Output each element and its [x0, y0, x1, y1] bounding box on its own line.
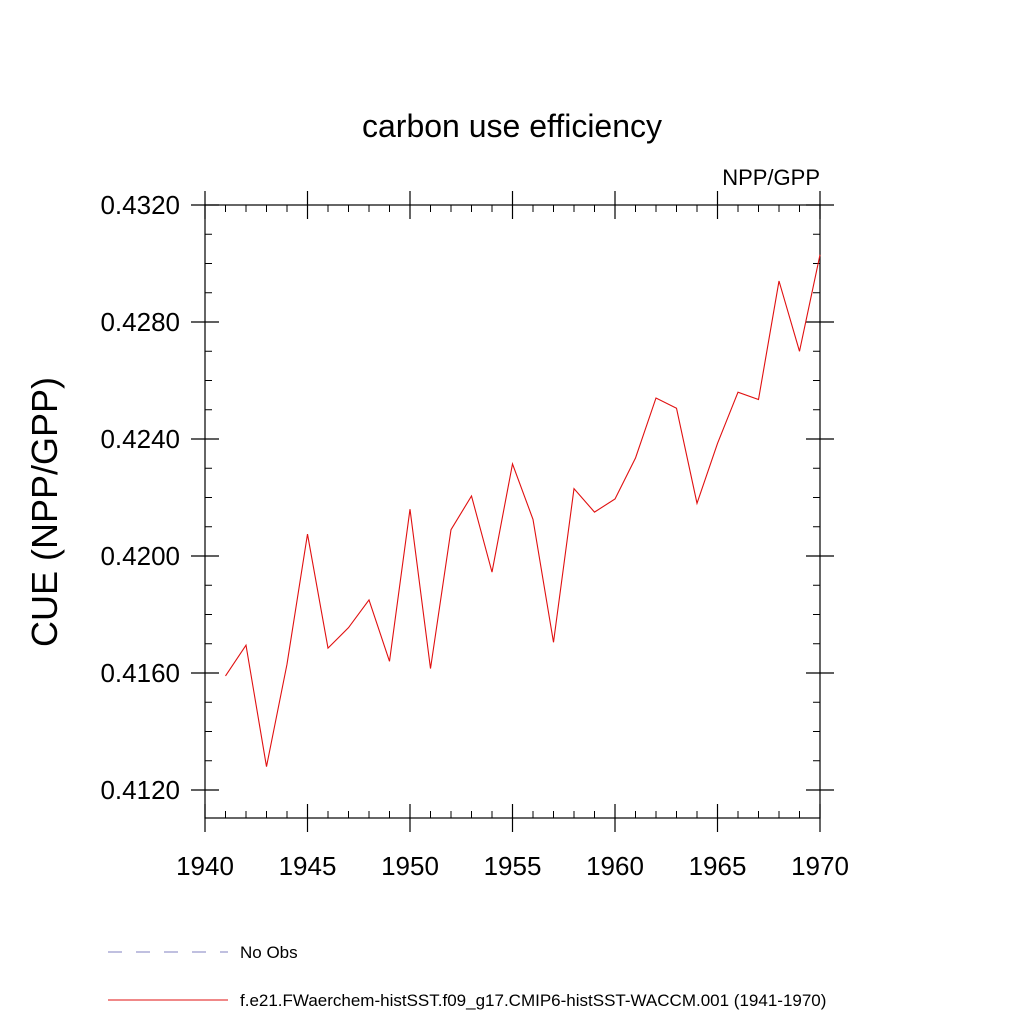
legend-label-0: No Obs: [240, 943, 298, 962]
series-line: [225, 254, 821, 767]
y-tick-label: 0.4320: [100, 190, 180, 220]
y-tick-label: 0.4200: [100, 541, 180, 571]
x-tick-label: 1940: [176, 851, 234, 881]
x-tick-label: 1970: [791, 851, 849, 881]
chart-title: carbon use efficiency: [362, 108, 662, 144]
x-tick-label: 1950: [381, 851, 439, 881]
y-tick-label: 0.4240: [100, 424, 180, 454]
y-axis-label: CUE (NPP/GPP): [24, 377, 65, 647]
x-tick-label: 1955: [484, 851, 542, 881]
plot-frame: [204, 204, 821, 819]
legend: No Obs f.e21.FWaerchem-histSST.f09_g17.CM…: [108, 943, 826, 1010]
y-tick-label: 0.4120: [100, 775, 180, 805]
x-tick-label: 1965: [689, 851, 747, 881]
axes: 1940 1945 1950 1955 1960 1965 1970 0.4120 0.4160…: [100, 190, 848, 881]
x-tick-label: 1960: [586, 851, 644, 881]
chart-subtitle-right: NPP/GPP: [722, 165, 820, 190]
y-tick-label: 0.4160: [100, 658, 180, 688]
legend-label-1: f.e21.FWaerchem-histSST.f09_g17.CMIP6-hi…: [240, 991, 826, 1010]
x-tick-label: 1945: [279, 851, 337, 881]
plot-area: [225, 254, 821, 767]
y-tick-label: 0.4280: [100, 307, 180, 337]
